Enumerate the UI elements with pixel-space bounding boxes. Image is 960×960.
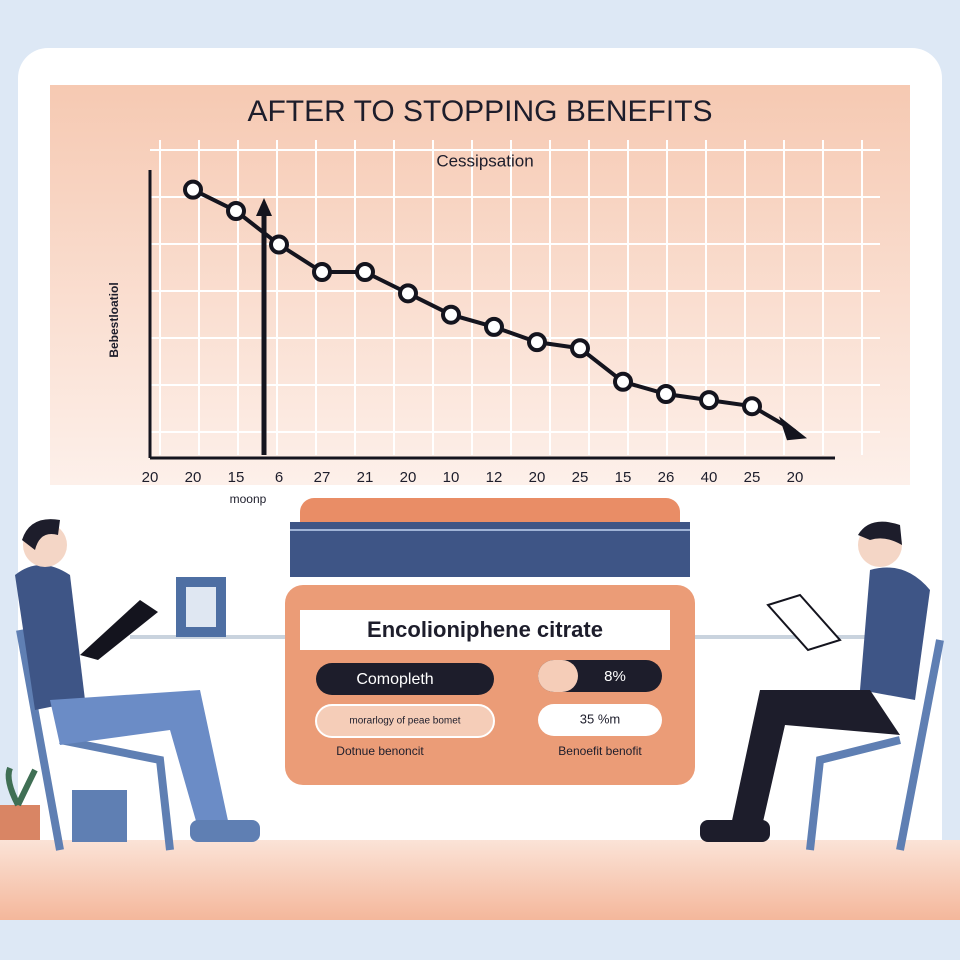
annotation: Cessipsation	[436, 151, 533, 170]
x-tick-label: 20	[400, 469, 417, 486]
x-tick-label: 20	[529, 469, 546, 486]
point	[226, 201, 246, 221]
x-axis-label: moonp	[230, 492, 267, 506]
x-tick-label: 27	[314, 469, 331, 486]
pill-label: Comopleth	[356, 671, 433, 688]
x-tick-label: 15	[228, 469, 245, 486]
product-name: Encolioniphene citrate	[367, 617, 603, 642]
point	[699, 390, 719, 411]
caption: Dotnue benoncit	[336, 744, 424, 758]
x-tick-label: 10	[443, 469, 460, 486]
jar	[285, 498, 695, 785]
point	[312, 262, 332, 282]
point	[656, 384, 676, 404]
box-label: morarlogy of peae bomet	[349, 716, 460, 727]
plant-pot	[0, 805, 40, 840]
x-tick-label: 26	[658, 469, 675, 486]
box-label: 35 %m	[580, 711, 620, 726]
point	[613, 371, 633, 392]
point	[269, 234, 289, 255]
x-tick-label: 21	[357, 469, 374, 486]
point	[527, 332, 547, 353]
point	[183, 179, 203, 200]
box	[72, 790, 127, 842]
person-left	[15, 519, 260, 851]
plant	[5, 766, 38, 807]
x-tick-label: 12	[486, 469, 503, 486]
person-right	[700, 521, 944, 851]
x-tick-label: 40	[701, 469, 718, 486]
point	[398, 283, 418, 304]
caption: Benoefit benofit	[558, 744, 642, 758]
chart-title: AFTER TO STOPPING BENEFITS	[247, 95, 712, 128]
pill-label: 8%	[604, 668, 626, 685]
point	[355, 262, 375, 282]
y-axis-label: Bebestloatiol	[107, 282, 121, 357]
grid	[150, 140, 880, 455]
marker-arrow	[256, 198, 272, 216]
point	[570, 338, 590, 359]
x-tick-label: 15	[615, 469, 632, 486]
x-tick-label: 20	[142, 469, 159, 486]
point	[484, 316, 504, 337]
floor	[0, 840, 960, 920]
x-tick-label: 6	[275, 469, 283, 486]
x-tick-label: 20	[787, 469, 804, 486]
point	[441, 304, 461, 325]
point	[742, 396, 762, 417]
frame-inner	[186, 587, 216, 627]
x-tick-label: 20	[185, 469, 202, 486]
chart-area	[50, 85, 910, 485]
trend-arrowhead	[779, 416, 807, 441]
x-tick-label: 25	[744, 469, 761, 486]
x-tick-label: 25	[572, 469, 589, 486]
